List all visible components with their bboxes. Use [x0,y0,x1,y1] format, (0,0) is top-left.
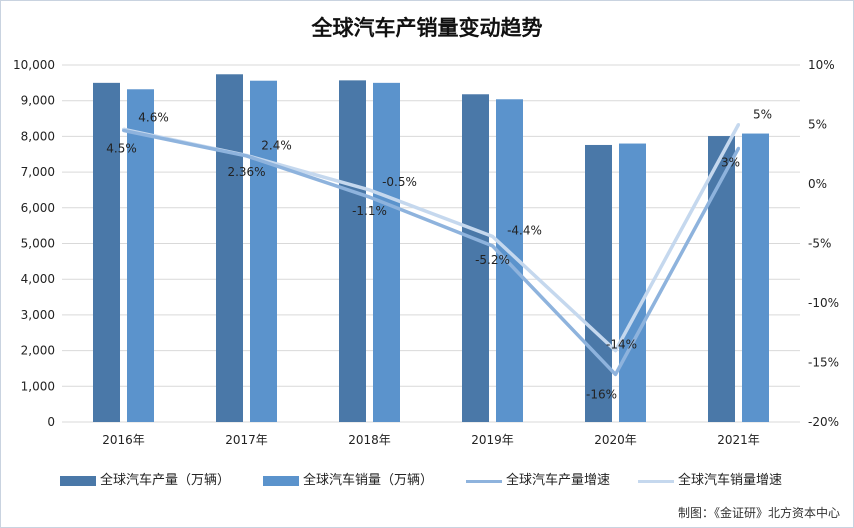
data-label-sales-growth: -14% [606,338,637,352]
legend-label-production: 全球汽车产量（万辆） [100,473,231,488]
y-right-tick-label: 10% [808,58,835,72]
point-sales-growth [368,188,371,192]
y-left-tick-label: 3,000 [21,308,55,322]
bar-sales [619,143,646,423]
y-right-tick-label: 5% [808,118,827,132]
y-left-tick-label: 6,000 [21,201,55,215]
legend-label-sales: 全球汽车销量（万辆） [303,473,434,488]
data-label-sales-growth: -0.5% [382,175,417,189]
data-label-production-growth: 2.36% [227,165,265,179]
point-production-growth [491,244,494,248]
y-left-tick-label: 0 [47,415,55,429]
x-tick-label: 2019年 [471,433,514,447]
data-label-sales-growth: 4.6% [138,110,169,124]
bar-production [462,94,489,423]
data-label-sales-growth: -4.4% [507,223,542,237]
x-tick-label: 2020年 [594,433,637,447]
bar-production [339,80,366,422]
x-tick-label: 2017年 [225,433,268,447]
bar-production [216,74,243,423]
y-left-tick-label: 5,000 [21,237,55,251]
point-production-growth [368,195,371,199]
y-left-tick-label: 4,000 [21,272,55,286]
legend-swatch-production [60,476,96,486]
y-left-tick-label: 10,000 [13,58,55,72]
bar-sales [250,80,277,422]
point-production-growth [245,154,248,158]
source-note: 制图：《金证研》北方资本中心 [677,506,840,520]
x-tick-label: 2021年 [717,433,760,447]
y-left-tick-label: 7,000 [21,165,55,179]
data-label-sales-growth: 2.4% [261,138,292,152]
bar-production [585,144,612,422]
point-production-growth [614,372,617,376]
point-sales-growth [737,123,740,126]
y-right-tick-label: -5% [808,237,831,251]
y-right-tick-label: -10% [808,296,839,310]
bar-sales [127,89,154,422]
x-tick-label: 2018年 [348,433,391,447]
legend: 全球汽车产量（万辆） 全球汽车销量（万辆） 全球汽车产量增速 全球汽车销量增速 [60,470,850,492]
point-sales-growth [614,349,617,353]
data-label-production-growth: 3% [721,155,740,169]
y-left-tick-label: 1,000 [21,379,55,393]
y-right-tick-label: -15% [808,356,839,370]
chart-title: 全球汽车产销量变动趋势 [311,16,543,40]
legend-label-sales-growth: 全球汽车销量增速 [678,473,783,488]
bar-sales [373,82,400,422]
y-right-tick-label: 0% [808,177,827,191]
data-label-production-growth: -16% [586,387,617,401]
legend-swatch-sales [263,476,299,486]
line-production-growth [123,128,741,377]
bar-sales [742,133,769,422]
y-left-tick-label: 8,000 [21,129,55,143]
point-sales-growth [491,234,494,238]
legend-swatch-sales-growth [638,480,674,483]
data-label-production-growth: -1.1% [352,204,387,218]
x-tick-label: 2016年 [102,433,145,447]
bar-production [93,82,120,422]
point-production-growth [122,128,125,132]
bar-production [708,136,735,422]
data-label-production-growth: 4.5% [106,141,137,155]
y-left-tick-label: 9,000 [21,94,55,108]
data-label-production-growth: -5.2% [475,253,510,267]
legend-label-production-growth: 全球汽车产量增速 [506,473,611,488]
y-right-tick-label: -20% [808,415,839,429]
y-left-tick-label: 2,000 [21,344,55,358]
legend-swatch-production-growth [466,480,502,483]
point-production-growth [737,146,740,150]
data-label-sales-growth: 5% [753,108,772,122]
